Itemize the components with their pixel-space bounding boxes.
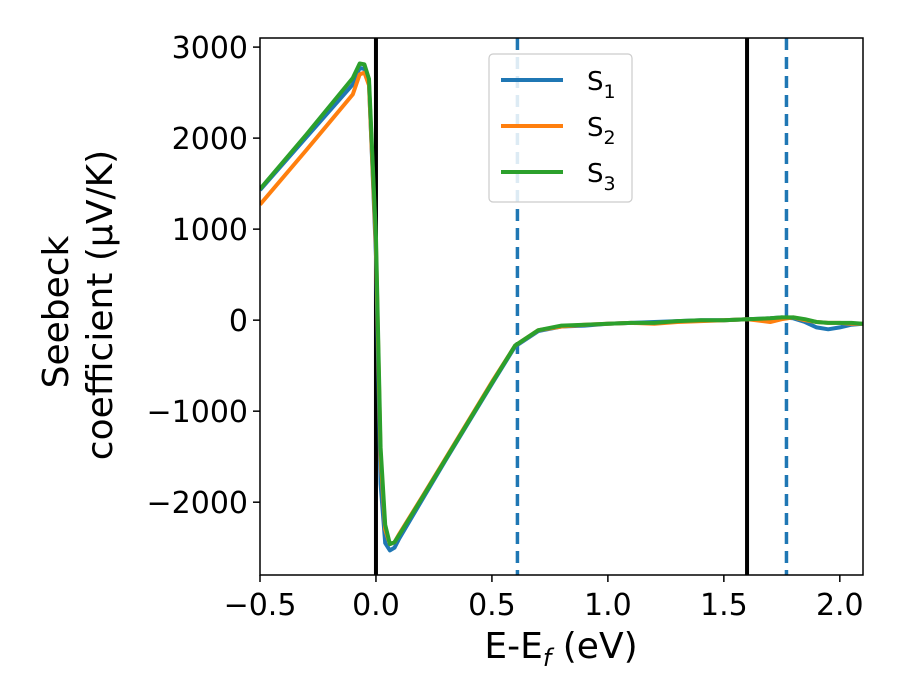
y-tick-label: 2000 <box>172 122 248 157</box>
x-tick-label: −0.5 <box>224 588 297 623</box>
y-tick-label: 1000 <box>172 213 248 248</box>
x-tick-label: 1.0 <box>584 588 632 623</box>
x-tick-label: 0.5 <box>468 588 516 623</box>
y-tick-label: −1000 <box>147 395 248 430</box>
legend-label-3: S3 <box>587 159 616 195</box>
y-tick-label: 3000 <box>172 31 248 66</box>
series-layer <box>260 61 863 553</box>
x-axis-title-main: E-E <box>484 626 542 667</box>
x-tick-label: 1.5 <box>700 588 748 623</box>
legend: S1 S2 S3 <box>488 53 633 203</box>
y-tick-label: 0 <box>229 304 248 339</box>
x-axis: −0.5 0.0 0.5 1.0 1.5 2.0 <box>224 575 864 623</box>
x-axis-title-unit: (eV) <box>551 626 637 667</box>
y-axis-title-line2: coefficient (μV/K) <box>80 150 121 460</box>
y-axis: −2000 −1000 0 1000 2000 3000 <box>147 31 260 521</box>
x-tick-label: 0.0 <box>352 588 400 623</box>
legend-label-1: S1 <box>587 67 616 103</box>
x-tick-label: 2.0 <box>816 588 864 623</box>
y-axis-title-line1: Seebeck <box>36 235 77 388</box>
series-line-3 <box>260 61 863 547</box>
legend-label-2: S2 <box>587 113 616 149</box>
y-tick-label: −2000 <box>147 486 248 521</box>
plot-frame <box>259 37 864 576</box>
x-axis-title: E-Ef (eV) <box>484 626 637 672</box>
